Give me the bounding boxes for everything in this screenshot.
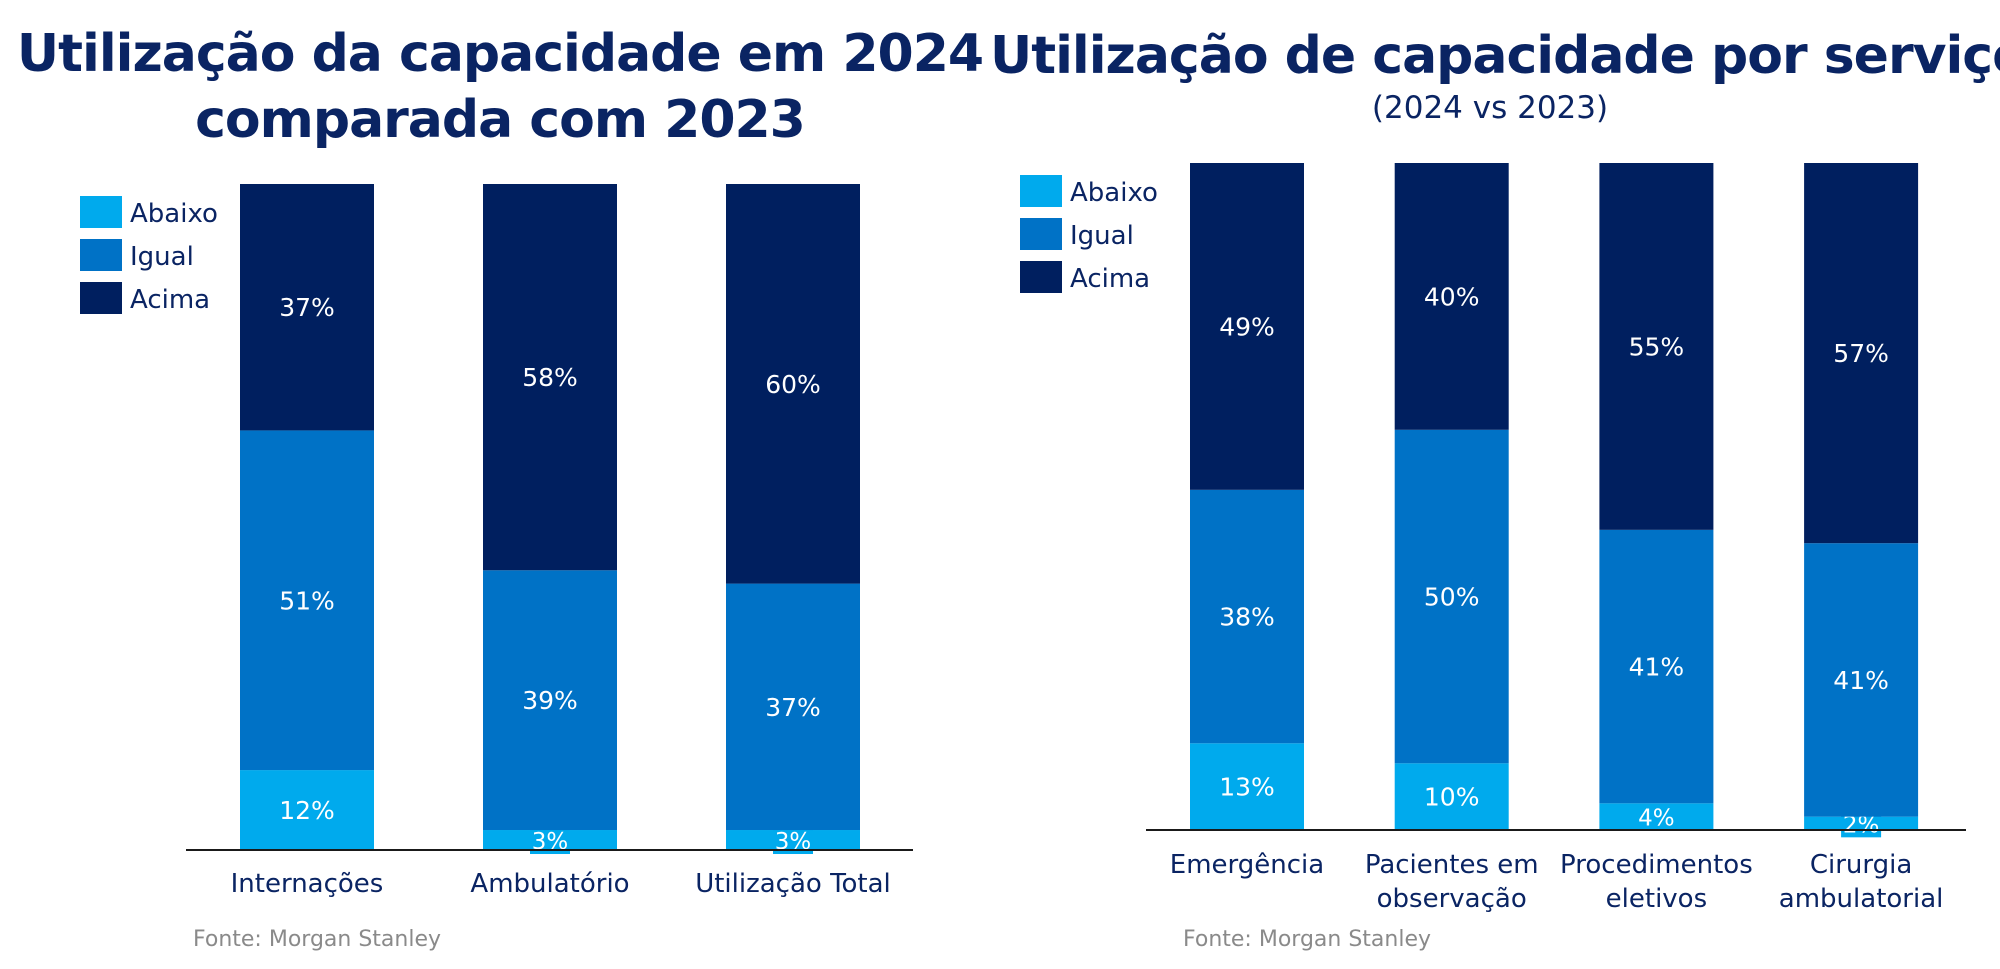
left-bar-internacoes-acima [240,184,374,431]
left-x-tick-label-internacoes: Internações [231,869,384,899]
right-chart-source: Fonte: Morgan Stanley [1183,927,1432,952]
right-legend-swatch-igual [1020,218,1062,250]
left-data-label-internacoes-abaixo: 12% [279,796,335,825]
right-x-tick-label-emergencia: Emergência [1170,850,1324,880]
right-chart-subtitle: (2024 vs 2023) [1371,90,1609,126]
left-data-label-utilizacao-total-igual: 37% [765,693,821,722]
left-data-label-ambulatorio-igual: 39% [522,686,578,715]
left-chart-title-line-1: Utilização da capacidade em 2024 [16,24,984,84]
right-data-label-cirurgia-ambulatorial-igual: 41% [1833,666,1889,695]
left-data-label-internacoes-acima: 37% [279,293,335,322]
right-data-label-emergencia-abaixo: 13% [1219,773,1275,802]
left-chart-panel: Utilização da capacidade em 2024 compara… [16,24,984,952]
right-legend-label-abaixo: Abaixo [1070,178,1158,208]
right-data-label-pacientes-em-observacao-igual: 50% [1424,583,1480,612]
right-bar-emergencia-abaixo [1190,743,1304,830]
left-stacked-bar-chart: 12% 51% 37% 3% 39% 58% 3% 37% 60% Internações Ambu… [80,184,913,899]
left-data-label-ambulatorio-acima: 58% [522,363,578,392]
right-bar-pacientes-em-observacao-acima [1394,163,1509,430]
right-x-tick-label-pacientes-em-observacao-line-2: observação [1377,884,1527,914]
right-data-label-procedimentos-eletivos-abaixo: 4% [1638,806,1675,832]
right-x-tick-label-procedimentos-eletivos-line-1: Procedimentos [1560,850,1753,880]
right-bar-pacientes-em-observacao-igual [1394,429,1509,764]
left-bar-ambulatorio-igual [483,570,617,831]
right-legend-swatch-abaixo [1020,175,1062,207]
left-legend-label-abaixo: Abaixo [130,199,218,229]
right-x-tick-label-cirurgia-ambulatorial-line-2: ambulatorial [1779,884,1944,914]
right-data-label-procedimentos-eletivos-igual: 41% [1629,653,1685,682]
right-bar-procedimentos-eletivos-acima [1599,163,1714,530]
right-bar-emergencia-igual [1190,489,1304,744]
left-legend-swatch-igual [80,239,122,271]
left-x-tick-label-utilizacao-total: Utilização Total [695,869,891,899]
right-bar-procedimentos-eletivos-igual [1599,529,1714,804]
left-data-label-utilizacao-total-acima: 60% [765,370,821,399]
left-legend-swatch-abaixo [80,196,122,228]
right-legend-label-acima: Acima [1070,264,1150,294]
right-data-label-cirurgia-ambulatorial-acima: 57% [1833,339,1889,368]
right-legend-label-igual: Igual [1070,221,1134,251]
left-bar-utilizacao-total-acima [726,184,860,584]
right-x-tick-label-cirurgia-ambulatorial-line-1: Cirurgia [1810,850,1912,880]
right-data-label-pacientes-em-observacao-abaixo: 10% [1424,783,1480,812]
left-x-tick-label-ambulatorio: Ambulatório [470,869,629,899]
right-data-label-pacientes-em-observacao-acima: 40% [1424,282,1480,311]
right-data-label-emergencia-igual: 38% [1219,603,1275,632]
left-data-label-ambulatorio-abaixo: 3% [532,829,569,855]
right-stacked-bar-chart: 13% 38% 49% 10% 50% 40% 4% 41% 55% 2% 41% 57% Emergê… [1020,163,1966,914]
right-data-label-procedimentos-eletivos-acima: 55% [1629,332,1685,361]
left-bar-ambulatorio-acima [483,184,617,571]
right-bar-pacientes-em-observacao-abaixo [1394,763,1509,830]
right-chart-title: Utilização de capacidade por serviço [990,26,2000,86]
right-label-box-procedimentos-eletivos-abaixo [1636,804,1677,831]
right-chart-panel: Utilização de capacidade por serviço (20… [990,0,2000,969]
left-data-label-utilizacao-total-abaixo: 3% [775,829,812,855]
left-chart-source: Fonte: Morgan Stanley [193,927,442,952]
right-legend-swatch-acima [1020,261,1062,293]
right-bar-cirurgia-ambulatorial-igual [1804,543,1919,817]
right-bar-emergencia-acima [1190,163,1304,490]
left-chart-title-line-2: comparada com 2023 [195,90,806,150]
right-x-tick-label-procedimentos-eletivos-line-2: eletivos [1606,884,1707,914]
left-legend-label-acima: Acima [130,285,210,315]
left-legend-swatch-acima [80,282,122,314]
right-x-tick-label-pacientes-em-observacao-line-1: Pacientes em [1365,850,1539,880]
right-bar-cirurgia-ambulatorial-acima [1804,163,1919,544]
left-bar-internacoes-igual [240,430,374,771]
right-data-label-emergencia-acima: 49% [1219,312,1275,341]
left-bar-utilizacao-total-igual [726,583,860,831]
left-bar-internacoes-abaixo [240,770,374,850]
left-legend-label-igual: Igual [130,242,194,272]
right-data-label-cirurgia-ambulatorial-abaixo: 2% [1843,812,1880,838]
left-data-label-internacoes-igual: 51% [279,586,335,615]
